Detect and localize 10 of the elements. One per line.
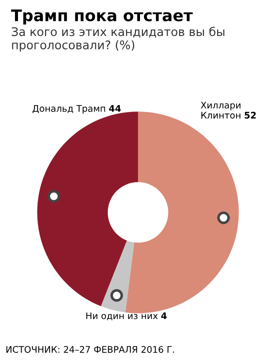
text: ИСТОЧНИК: 24–27 ФЕВРАЛЯ 2016 Г. xyxy=(6,346,174,353)
slice-label: Ни один из них xyxy=(86,312,158,320)
chart-subtitle: За кого из этих кандидатов вы бы проголосовали? (%) xyxy=(12,26,224,52)
chart-title: Трамп пока отстает xyxy=(11,9,193,24)
donut-slice xyxy=(125,112,239,314)
slice-label: Хиллари Клинтон xyxy=(200,102,240,119)
data-label: 44 xyxy=(109,105,121,112)
data-label: 4 xyxy=(161,312,167,320)
data-label: 52 xyxy=(244,112,256,119)
slice-label: Дональд Трамп xyxy=(32,105,106,114)
